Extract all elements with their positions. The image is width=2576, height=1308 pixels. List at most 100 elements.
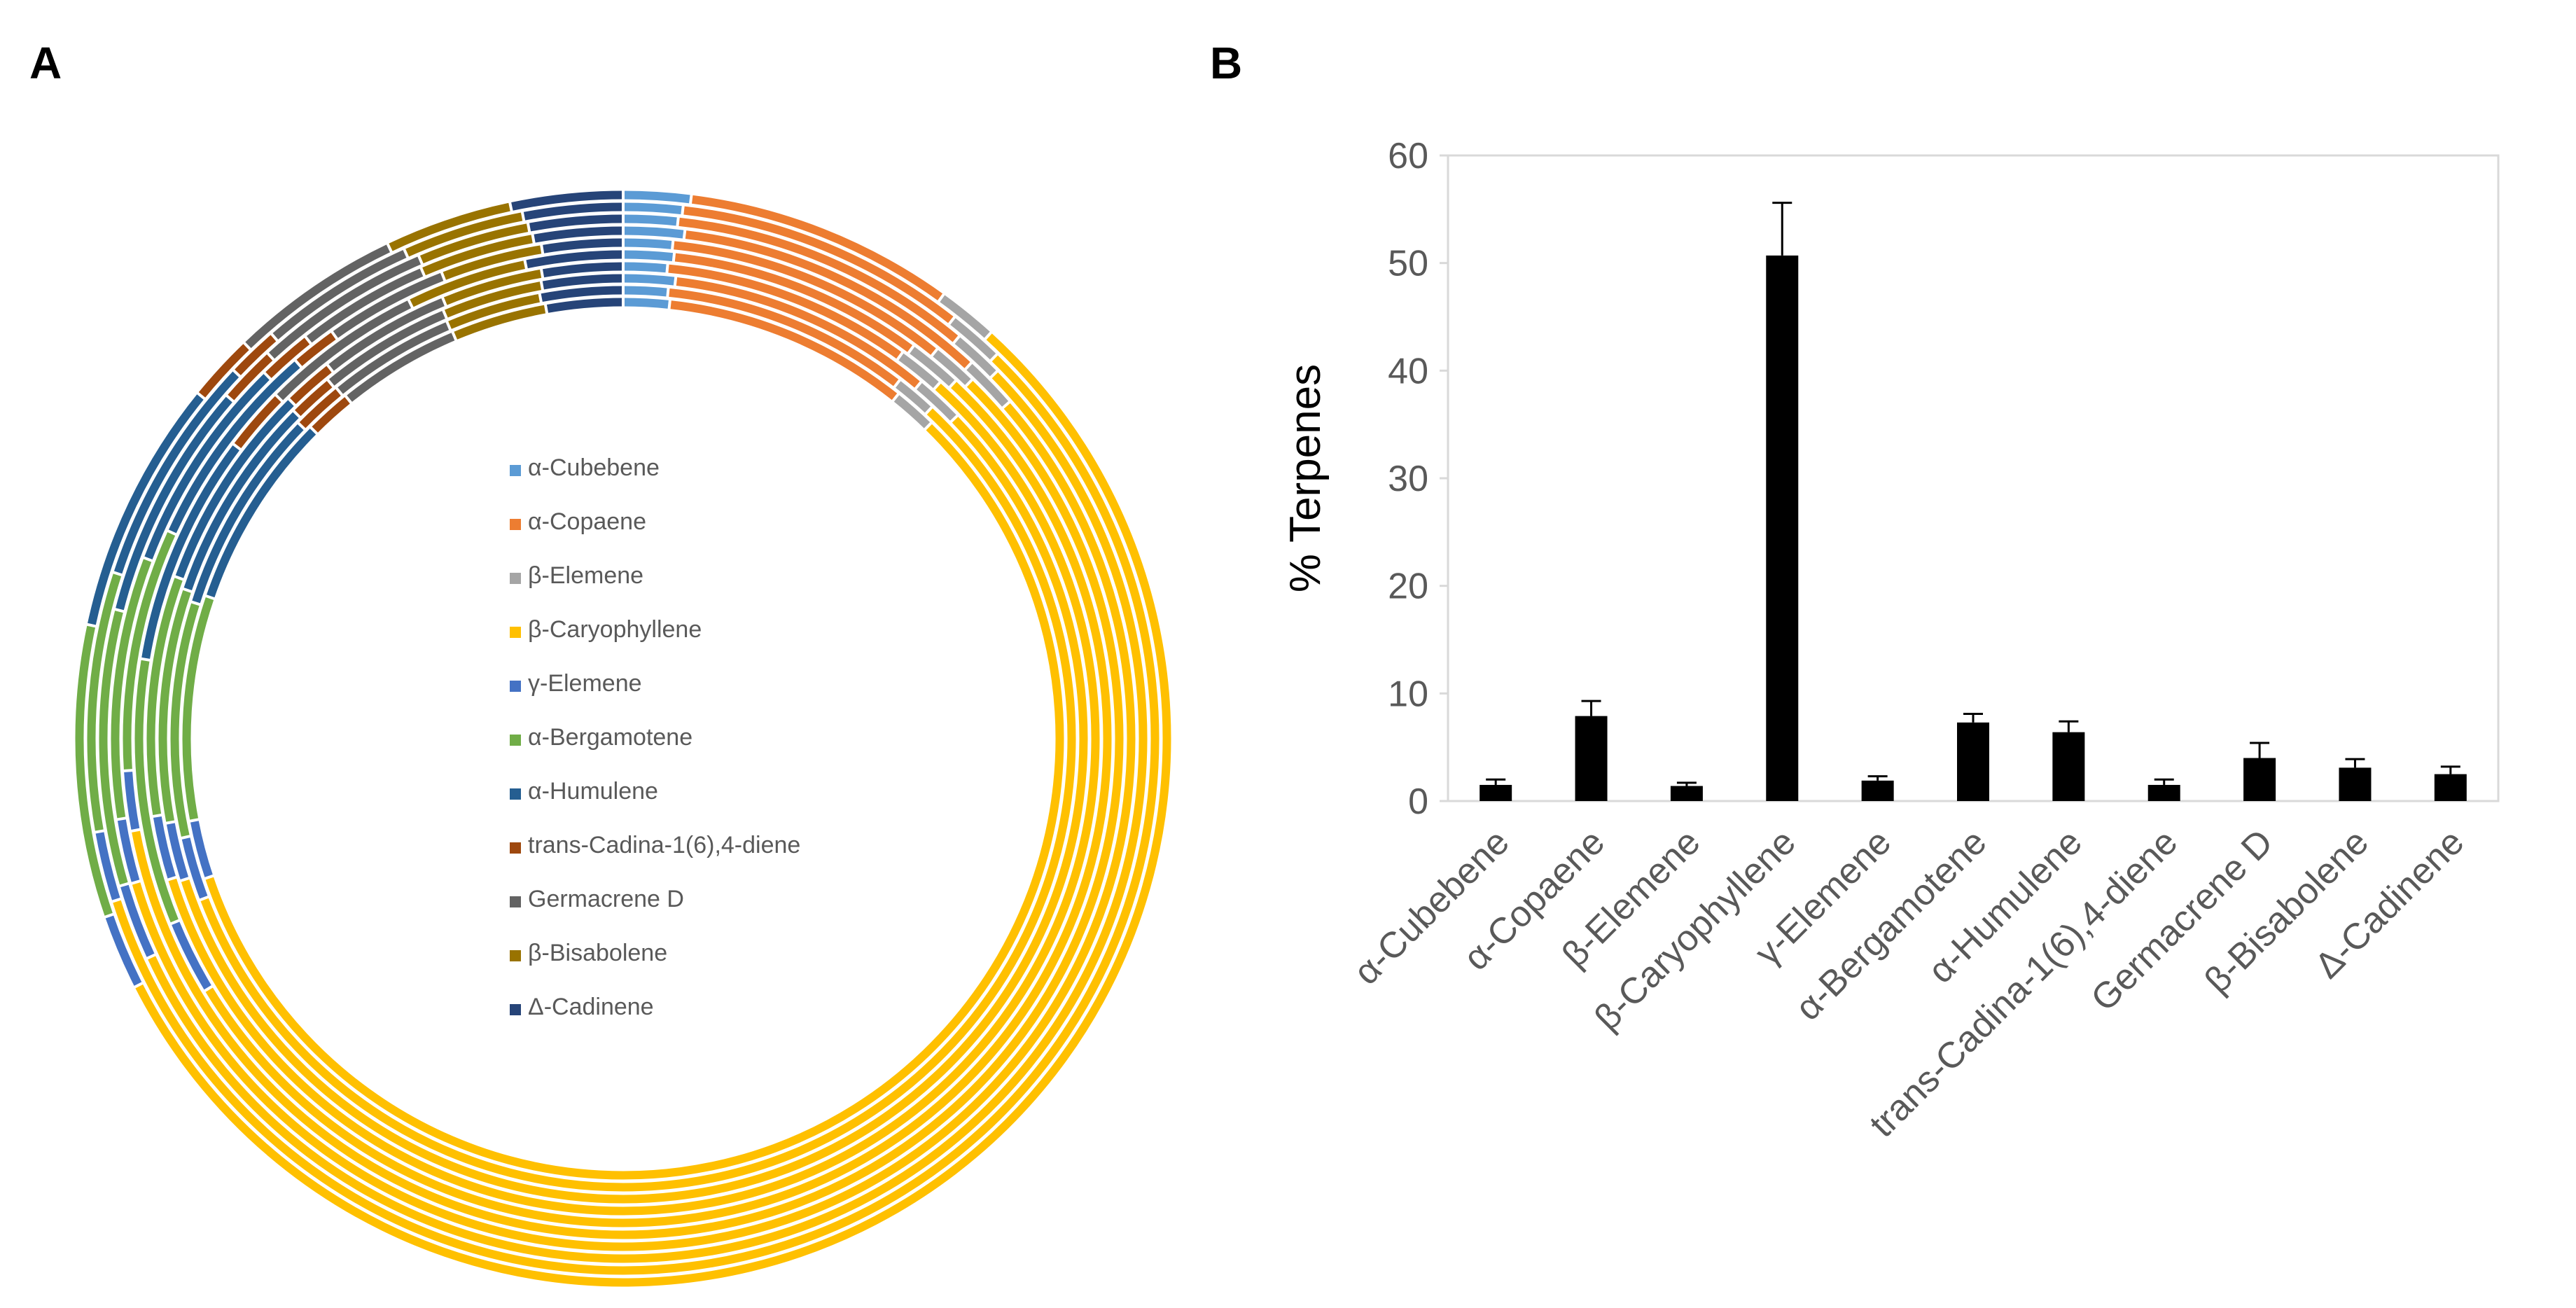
ring-9-segment-bisabolene	[447, 293, 541, 330]
segment-separator	[538, 292, 543, 304]
legend-label-copaene: α-Copaene	[528, 508, 646, 535]
segment-separator	[526, 222, 531, 233]
ring-8-segment-bergamotene	[158, 589, 192, 823]
ring-1-segment-bergamotene	[75, 624, 113, 917]
segment-separator	[203, 985, 214, 993]
segment-separator	[543, 303, 549, 315]
y-axis-title: % Terpenes	[1281, 364, 1330, 592]
segment-separator	[440, 296, 448, 307]
ring-1-segment-humulene	[87, 393, 204, 627]
segment-separator	[292, 409, 302, 419]
ring-3-segment-germacrene-d	[267, 256, 422, 360]
y-tick-label-0: 0	[1408, 781, 1428, 822]
ring-9-segment-germacrene-d	[336, 321, 451, 395]
segment-separator	[688, 193, 693, 205]
segment-separator	[539, 267, 545, 279]
ring-3-segment-humulene	[115, 396, 234, 612]
segment-separator	[937, 292, 946, 303]
segment-separator	[123, 769, 134, 772]
ring-4-segment-caryophyllene	[132, 402, 1136, 1251]
ring-6-segment-caryophyllene	[204, 381, 1112, 1227]
ring-3-segment-cadinene	[527, 214, 624, 232]
segment-separator	[179, 876, 190, 883]
ring-3-segment-elemene	[120, 883, 155, 959]
panel-a-label: A	[29, 38, 62, 88]
ring-6-segment-elemene	[171, 920, 212, 991]
ring-6-segment-cubebene	[622, 250, 675, 262]
segment-separator	[181, 587, 193, 594]
segment-separator	[681, 204, 685, 216]
ring-9-segment-humulene	[191, 423, 305, 605]
segment-separator	[293, 359, 303, 369]
ring-7-segment-elemene	[153, 814, 176, 880]
ring-5-segment-elemene	[123, 770, 140, 831]
ring-3-segment-cubebene	[622, 214, 678, 226]
segment-separator	[520, 211, 526, 222]
legend-swatch-bisabolene	[510, 950, 521, 961]
bar-bergamotene	[1957, 722, 1989, 801]
ring-1-segment-trans-cadina-1-6-4-diene	[197, 342, 251, 399]
legend-swatch-elemene	[510, 573, 521, 584]
legend-label-caryophyllene: β-Caryophyllene	[528, 616, 702, 643]
y-tick-label-40: 40	[1388, 351, 1428, 391]
ring-1-segment-germacrene-d	[244, 244, 391, 349]
segment-separator	[188, 818, 200, 823]
ring-2-segment-copaene	[682, 206, 955, 324]
ring-10-segment-bisabolene	[452, 305, 548, 340]
ring-5-segment-germacrene-d	[332, 272, 445, 339]
segment-separator	[670, 239, 675, 251]
ring-8-segment-cubebene	[622, 274, 676, 286]
ring-4-segment-germacrene-d	[305, 267, 425, 344]
ring-6-segment-cadinene	[524, 250, 624, 269]
ring-10-segment-caryophyllene	[204, 423, 1064, 1180]
ring-1-segment-caryophyllene	[134, 333, 1171, 1287]
segment-separator	[165, 820, 176, 825]
ring-8-segment-humulene	[183, 411, 300, 592]
ring-4-segment-elemene	[117, 818, 140, 884]
bar-bisabolene	[2339, 767, 2372, 801]
ring-2-segment-cubebene	[622, 202, 683, 215]
ring-2-segment-bergamotene	[87, 572, 122, 833]
ring-6-segment-trans-cadina-1-6-4-diene	[233, 395, 282, 450]
ring-8-segment-cadinene	[541, 274, 624, 290]
segment-separator	[296, 421, 307, 431]
bar-cubebene	[1480, 784, 1512, 801]
segment-separator	[335, 387, 344, 397]
segment-separator	[682, 229, 687, 240]
ring-6-segment-bisabolene	[408, 260, 527, 308]
ring-7-segment-humulene	[175, 398, 295, 580]
ring-1-segment-elemene	[105, 914, 143, 987]
ring-8-segment-copaene	[674, 277, 921, 389]
segment-separator	[402, 248, 410, 259]
ring-6-segment-bergamotene	[134, 658, 179, 924]
segment-separator	[417, 254, 424, 265]
segment-separator	[330, 330, 339, 341]
segment-separator	[303, 335, 313, 345]
ring-6-segment-copaene	[673, 253, 914, 353]
ring-10-segment-germacrene-d	[345, 332, 457, 403]
segment-separator	[130, 879, 141, 885]
legend-swatch-humulene	[510, 788, 521, 800]
ring-2-segment-germacrene-d	[271, 249, 408, 341]
ring-7-segment-cubebene	[622, 262, 668, 273]
ring-6-segment-humulene	[141, 444, 241, 660]
segment-separator	[263, 371, 272, 381]
bar-caryophyllene	[1766, 255, 1799, 801]
ring-5-segment-cubebene	[622, 238, 674, 250]
ring-7-segment-germacrene-d	[327, 298, 446, 372]
ring-9-segment-copaene	[667, 288, 900, 387]
segment-separator	[309, 426, 319, 436]
segment-separator	[180, 835, 191, 840]
segment-separator	[225, 394, 235, 403]
ring-5-segment-cadinene	[541, 238, 624, 253]
ring-3-segment-caryophyllene	[147, 371, 1148, 1263]
segment-separator	[948, 379, 958, 389]
segment-separator	[151, 813, 163, 819]
segment-separator	[508, 201, 513, 213]
ring-2-segment-bisabolene	[404, 212, 524, 258]
segment-separator	[196, 391, 207, 401]
legend-label-humulene: α-Humulene	[528, 778, 658, 805]
ring-9-segment-cubebene	[622, 286, 669, 297]
ring-3-segment-bisabolene	[419, 223, 530, 264]
